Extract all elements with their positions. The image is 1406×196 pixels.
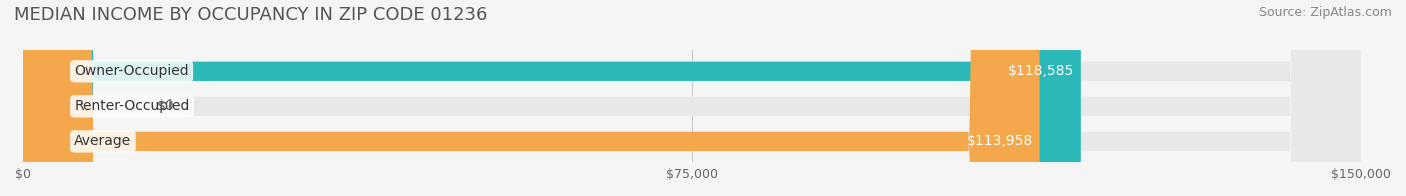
FancyBboxPatch shape xyxy=(22,0,1361,196)
FancyBboxPatch shape xyxy=(22,0,1081,196)
FancyBboxPatch shape xyxy=(22,0,1361,196)
Text: $118,585: $118,585 xyxy=(1008,64,1074,78)
Text: $113,958: $113,958 xyxy=(966,134,1033,148)
Text: Owner-Occupied: Owner-Occupied xyxy=(75,64,188,78)
Text: Renter-Occupied: Renter-Occupied xyxy=(75,99,190,113)
FancyBboxPatch shape xyxy=(22,0,1039,196)
FancyBboxPatch shape xyxy=(22,0,1361,196)
Text: Source: ZipAtlas.com: Source: ZipAtlas.com xyxy=(1258,6,1392,19)
Text: MEDIAN INCOME BY OCCUPANCY IN ZIP CODE 01236: MEDIAN INCOME BY OCCUPANCY IN ZIP CODE 0… xyxy=(14,6,488,24)
Text: $0: $0 xyxy=(157,99,174,113)
Text: Average: Average xyxy=(75,134,132,148)
